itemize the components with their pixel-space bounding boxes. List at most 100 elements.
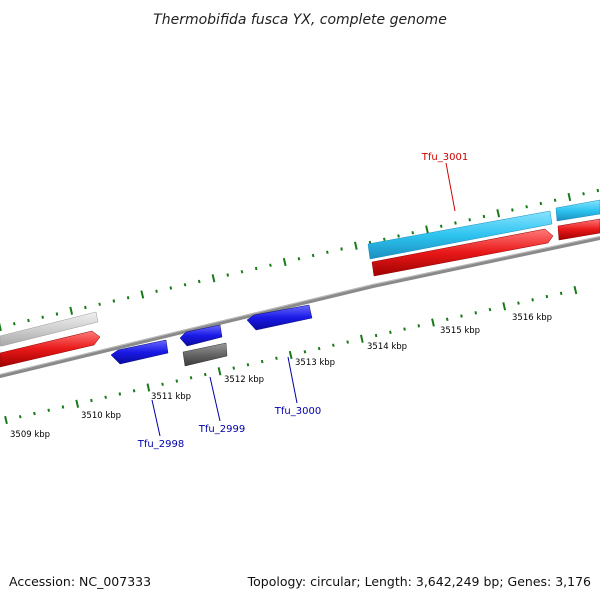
scale-tick — [254, 266, 258, 271]
scale-tick — [582, 192, 585, 196]
scale-tick — [346, 340, 349, 344]
map-title: Thermobifida fusca YX, complete genome — [153, 12, 447, 28]
scale-tick — [275, 356, 278, 360]
scale-tick — [55, 312, 59, 316]
genome-backbone-highlight — [0, 236, 600, 375]
scale-tick — [354, 241, 358, 250]
accession-text: Accession: NC_007333 — [9, 574, 151, 589]
scale-ticks-upper — [0, 188, 600, 332]
scale-tick — [496, 209, 501, 218]
scale-tick — [389, 330, 392, 335]
scale-tick — [445, 317, 449, 322]
gene-label-leaders — [151, 162, 456, 437]
scale-tick — [90, 398, 93, 403]
gene-label-tfu-3001[interactable]: Tfu_3001 — [421, 152, 468, 163]
gene-feature-tfu-2999[interactable] — [182, 342, 228, 367]
gene-feature-tfu-2999-a[interactable] — [179, 324, 223, 347]
gene-feature-tfu-3000[interactable] — [246, 304, 313, 331]
scale-tick — [502, 302, 507, 311]
scale-tick — [69, 306, 74, 315]
scale-tick — [482, 214, 486, 219]
scale-tick — [511, 208, 514, 212]
scale-tick — [397, 234, 400, 238]
scale-label: 3514 kbp — [367, 342, 407, 352]
scale-tick — [417, 324, 421, 328]
leader-line-tfu-3000 — [287, 356, 298, 404]
scale-tick — [317, 346, 321, 351]
scale-tick — [517, 301, 520, 305]
scale-tick — [226, 273, 230, 277]
gene-labels: Tfu_3001 Tfu_2998 Tfu_2999 Tfu_3000 — [137, 152, 468, 450]
scale-tick — [360, 334, 364, 343]
scale-tick — [104, 395, 107, 399]
scale-tick — [217, 367, 222, 376]
scale-tick — [596, 188, 600, 193]
scale-tick — [175, 379, 179, 383]
scale-tick — [439, 224, 443, 228]
gene-feature-red-right-1[interactable] — [371, 228, 554, 277]
scale-tick — [311, 253, 315, 258]
gene-label-tfu-2999[interactable]: Tfu_2999 — [198, 424, 245, 435]
scale-label: 3516 kbp — [512, 313, 552, 323]
scale-tick — [269, 263, 272, 267]
scale-tick — [374, 333, 378, 338]
gene-label-tfu-3000[interactable]: Tfu_3000 — [274, 406, 321, 417]
genome-backbone — [0, 236, 600, 378]
scale-tick — [340, 247, 343, 251]
scale-tick — [411, 231, 415, 235]
scale-tick — [112, 299, 116, 303]
scale-tick — [240, 270, 244, 274]
scale-tick — [567, 192, 572, 202]
scale-tick — [146, 383, 151, 392]
scale-tick — [211, 274, 216, 283]
scale-tick — [61, 405, 65, 409]
scale-tick — [460, 314, 463, 318]
gene-feature-red-right-2[interactable] — [557, 218, 600, 241]
scale-tick — [425, 225, 429, 234]
scale-tick — [288, 350, 293, 360]
scale-tick — [98, 302, 101, 306]
scale-tick — [155, 289, 158, 293]
gene-feature-tfu-3001[interactable] — [367, 210, 553, 260]
scale-label: 3513 kbp — [295, 358, 335, 368]
scale-tick — [282, 257, 287, 267]
gene-features — [0, 199, 600, 368]
scale-label: 3511 kbp — [151, 392, 191, 402]
scale-tick — [183, 283, 187, 287]
scale-tick — [169, 286, 173, 290]
scale-label: 3515 kbp — [440, 326, 480, 336]
scale-tick — [474, 311, 478, 315]
gene-feature-light-gray[interactable] — [0, 311, 99, 347]
scale-tick — [47, 408, 50, 412]
gene-feature-cyan-right[interactable] — [555, 199, 600, 222]
scale-label: 3512 kbp — [224, 375, 264, 385]
scale-tick — [539, 201, 543, 206]
scale-tick — [246, 363, 250, 367]
scale-tick — [559, 291, 563, 296]
scale-tick — [161, 382, 164, 386]
scale-tick — [454, 221, 457, 225]
scale-tick — [4, 415, 8, 425]
scale-tick — [75, 399, 80, 408]
scale-tick — [431, 318, 435, 327]
scale-tick — [203, 372, 207, 377]
scale-tick — [260, 359, 264, 364]
gene-label-tfu-2998[interactable]: Tfu_2998 — [137, 439, 184, 450]
scale-tick — [403, 327, 406, 331]
scale-tick — [140, 290, 145, 299]
scale-tick — [383, 237, 386, 241]
scale-tick — [27, 318, 30, 323]
scale-tick — [553, 198, 557, 202]
scale-tick — [132, 389, 136, 393]
scale-label: 3509 kbp — [10, 430, 50, 440]
leader-line-tfu-2998 — [151, 399, 161, 437]
leader-line-tfu-2999 — [209, 376, 221, 422]
scale-tick — [84, 305, 87, 310]
gene-feature-red-left[interactable] — [0, 330, 101, 368]
gene-feature-tfu-2998[interactable] — [110, 339, 169, 365]
scale-tick — [189, 376, 193, 380]
scale-tick — [332, 343, 335, 347]
scale-tick — [531, 298, 534, 302]
scale-tick — [297, 257, 301, 261]
